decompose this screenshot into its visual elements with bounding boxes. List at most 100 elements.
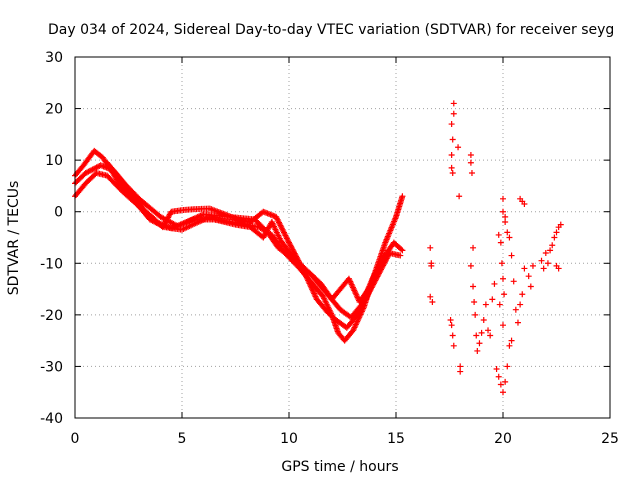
data-point	[449, 170, 456, 177]
data-point	[495, 373, 502, 380]
data-point	[500, 322, 506, 329]
plot-frame	[74, 56, 611, 419]
data-point	[525, 273, 532, 280]
data-point	[457, 363, 464, 370]
data-point	[448, 322, 455, 329]
data-point	[480, 317, 487, 324]
data-point	[470, 283, 477, 290]
data-point	[474, 347, 481, 354]
data-point	[450, 100, 457, 107]
data-point	[399, 247, 406, 254]
tick-labels: 0 5 10 15 20 25 -40 -30 -20 -10 0 10 20 30	[40, 50, 619, 447]
data-point	[557, 221, 564, 228]
data-point	[540, 265, 547, 272]
data-point	[383, 253, 390, 260]
y-tick-label: 30	[45, 50, 63, 66]
data-point	[455, 144, 462, 151]
data-point	[456, 193, 463, 200]
data-point	[500, 389, 506, 396]
y-tick-label: -30	[40, 359, 63, 375]
data-point	[450, 342, 457, 349]
chart-title: Day 034 of 2024, Sidereal Day-to-day VTE…	[48, 22, 614, 38]
data-point	[547, 247, 554, 254]
data-point	[504, 229, 511, 236]
data-point	[428, 262, 435, 269]
data-point	[485, 327, 492, 334]
grid-lines	[75, 57, 610, 418]
data-point	[482, 301, 489, 308]
data-point	[517, 301, 524, 308]
data-point	[470, 244, 477, 251]
data-point	[473, 332, 480, 339]
data-point	[502, 213, 509, 220]
data-point	[448, 164, 455, 171]
data-point	[498, 260, 505, 267]
data-point	[500, 275, 506, 282]
data-point	[496, 301, 503, 308]
data-layer	[72, 100, 564, 396]
data-point	[521, 265, 528, 272]
x-tick-label: 10	[280, 431, 298, 447]
data-point	[447, 317, 454, 324]
data-point	[529, 262, 536, 269]
data-point	[450, 110, 457, 117]
data-point	[500, 195, 506, 202]
x-axis-label: GPS time / hours	[281, 459, 398, 475]
data-point	[397, 252, 404, 259]
data-point	[514, 319, 521, 326]
data-point	[493, 366, 500, 373]
data-point	[549, 242, 556, 249]
y-tick-label: 0	[54, 205, 63, 221]
data-point	[542, 249, 549, 256]
data-point	[448, 121, 455, 128]
data-point	[502, 219, 509, 226]
data-point	[521, 200, 528, 207]
data-point	[501, 291, 508, 298]
x-tick-label: 25	[601, 431, 619, 447]
data-point	[510, 278, 517, 285]
y-tick-label: 10	[45, 153, 63, 169]
y-axis-label: SDTVAR / TECUs	[6, 181, 22, 296]
data-point	[551, 234, 558, 241]
x-tick-label: 15	[387, 431, 405, 447]
data-point	[476, 340, 483, 347]
data-point	[399, 193, 406, 200]
data-point	[467, 151, 474, 158]
data-point	[467, 262, 474, 269]
data-point	[500, 208, 506, 215]
data-point	[504, 363, 511, 370]
y-tick-label: -40	[40, 411, 63, 427]
data-point	[427, 293, 434, 300]
data-point	[506, 234, 513, 241]
data-point	[448, 151, 455, 158]
y-tick-label: -10	[40, 256, 63, 272]
data-point	[508, 337, 515, 344]
data-point	[478, 329, 485, 336]
data-point	[398, 246, 405, 253]
data-point	[489, 296, 496, 303]
data-point	[497, 239, 504, 246]
data-point	[429, 298, 436, 305]
data-point	[538, 257, 545, 264]
data-point	[512, 306, 519, 313]
data-point	[471, 298, 478, 305]
data-point	[491, 280, 498, 287]
x-tick-label: 20	[494, 431, 512, 447]
data-point	[467, 159, 474, 166]
y-tick-label: 20	[45, 102, 63, 118]
data-point	[497, 381, 504, 388]
data-point	[472, 311, 479, 318]
data-point	[487, 332, 494, 339]
data-point	[555, 265, 562, 272]
data-point	[457, 368, 464, 375]
data-point	[495, 231, 502, 238]
x-tick-label: 0	[71, 431, 80, 447]
data-point	[506, 342, 513, 349]
data-point	[502, 378, 509, 385]
data-point	[519, 291, 526, 298]
data-point	[449, 332, 456, 339]
y-tick-label: -20	[40, 308, 63, 324]
data-point	[384, 252, 391, 259]
